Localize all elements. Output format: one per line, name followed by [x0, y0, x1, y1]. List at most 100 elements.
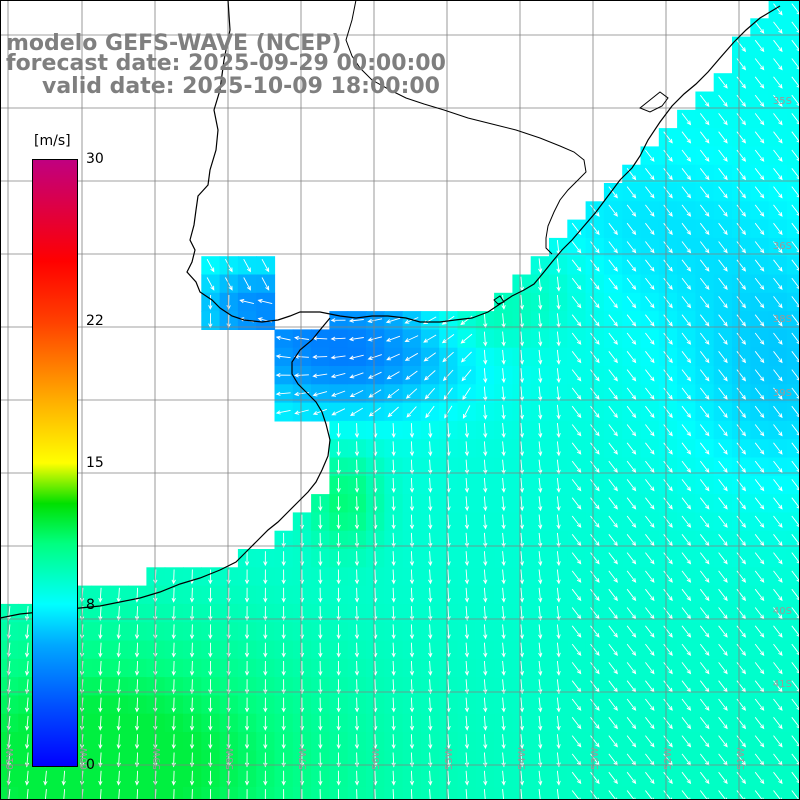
wind-arrow [501, 642, 506, 658]
wind-arrow [699, 717, 710, 730]
wind-arrow [386, 353, 400, 361]
wind-arrow [391, 423, 396, 439]
wind-arrow [538, 624, 543, 640]
wind-arrow [538, 752, 543, 768]
wind-arrow [171, 752, 176, 768]
wind-arrow [681, 314, 692, 327]
field-cell [695, 786, 715, 800]
wind-arrow [681, 405, 692, 419]
wind-arrow [263, 642, 268, 658]
wind-arrow [405, 388, 418, 399]
wind-arrow [773, 717, 783, 730]
wind-arrow [736, 186, 747, 199]
wind-arrow [754, 113, 765, 126]
wind-arrow [354, 587, 360, 603]
wind-arrow [608, 479, 618, 492]
wind-arrow [681, 351, 692, 364]
wind-arrow [483, 496, 488, 512]
wind-arrow [208, 642, 213, 658]
wind-arrow [681, 387, 692, 400]
wind-arrow [754, 625, 765, 638]
wind-arrow [424, 370, 436, 381]
wind-arrow [608, 717, 618, 730]
wind-arrow [519, 734, 525, 750]
wind-arrow [626, 735, 637, 748]
wind-arrow [208, 679, 213, 695]
wind-arrow [556, 642, 561, 658]
wind-arrow [538, 606, 543, 622]
wind-arrow [404, 335, 419, 343]
wind-arrow [483, 660, 488, 676]
wind-arrow [681, 534, 692, 547]
wind-arrow [428, 606, 433, 622]
wind-arrow [464, 514, 470, 530]
wind-arrow [368, 389, 382, 398]
wind-arrow [699, 241, 710, 254]
wind-arrow [483, 331, 488, 347]
field-cell [585, 786, 605, 800]
wind-arrow [663, 296, 673, 309]
wind-arrow [275, 372, 291, 378]
wind-arrow [464, 496, 470, 512]
wind-arrow [663, 168, 673, 181]
wind-arrow [571, 735, 582, 748]
wind-arrow [261, 277, 270, 291]
wind-arrow [663, 497, 673, 510]
field-cell [786, 146, 800, 166]
wind-arrow [428, 514, 433, 530]
field-cell [786, 36, 800, 56]
wind-arrow [736, 149, 747, 162]
wind-arrow [538, 697, 543, 713]
wind-arrow [590, 570, 600, 583]
wind-arrow [626, 534, 637, 547]
coastline-north [186, 0, 781, 323]
wind-arrow [736, 588, 747, 602]
wind-arrow [773, 3, 783, 16]
wind-arrow [663, 698, 673, 711]
wind-arrow [773, 21, 783, 34]
wind-arrow [571, 497, 582, 510]
wind-arrow [754, 442, 765, 455]
wind-arrow [699, 479, 710, 492]
wind-arrow [663, 314, 673, 327]
wind-arrow [754, 698, 765, 711]
wind-arrow [590, 460, 600, 474]
colorbar-unit-label: [m/s] [34, 133, 71, 149]
wind-arrow [519, 752, 525, 768]
field-cell [786, 439, 800, 459]
wind-arrow [428, 679, 433, 695]
wind-arrow [736, 698, 747, 711]
wind-arrow [446, 642, 451, 658]
wind-arrow [501, 770, 506, 786]
wind-arrow [718, 113, 728, 126]
wind-arrow [330, 318, 346, 323]
wind-arrow [446, 441, 451, 457]
wind-arrow [571, 332, 582, 345]
wind-arrow [736, 204, 747, 217]
wind-arrow [446, 715, 451, 731]
wind-arrow [773, 515, 783, 528]
wind-arrow [556, 606, 561, 622]
wind-arrow [645, 442, 655, 455]
wind-arrow [98, 624, 103, 640]
wind-arrow [736, 58, 747, 71]
wind-arrow [538, 496, 543, 512]
wind-arrow [428, 624, 433, 640]
wind-arrow [446, 496, 451, 512]
wind-arrow [208, 789, 213, 800]
wind-arrow [538, 734, 543, 750]
wind-arrow [460, 333, 473, 344]
wind-arrow [590, 277, 600, 291]
field-cell [658, 786, 678, 800]
wind-arrow [626, 314, 637, 327]
wind-arrow [681, 698, 692, 711]
wind-arrow [538, 642, 543, 658]
wind-arrow [519, 606, 525, 622]
field-cell [713, 786, 733, 800]
wind-arrow [556, 276, 561, 292]
wind-arrow [208, 660, 213, 676]
wind-arrow [391, 642, 396, 658]
wind-arrow [699, 259, 710, 272]
